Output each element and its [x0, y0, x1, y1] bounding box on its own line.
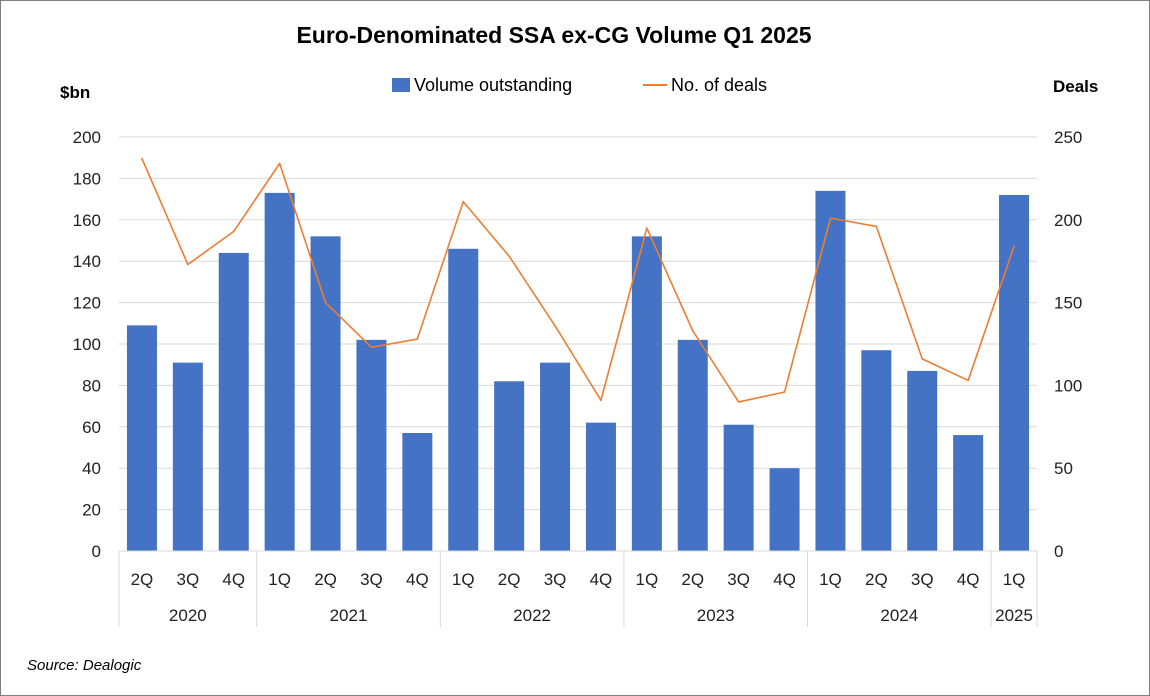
year-label: 2022 — [513, 606, 551, 625]
left-tick-label: 60 — [82, 418, 101, 437]
deals-point — [967, 379, 969, 382]
category-label: 4Q — [406, 570, 429, 589]
bar-series — [126, 190, 1030, 552]
right-tick-label: 100 — [1054, 376, 1082, 395]
deals-point — [1013, 245, 1015, 248]
bar — [540, 362, 571, 551]
bar — [126, 325, 157, 551]
bar — [999, 194, 1030, 551]
deals-point — [232, 230, 235, 233]
category-label: 3Q — [360, 570, 383, 589]
source-note: Source: Dealogic — [27, 657, 142, 674]
axes: 0 20 40 60 80 100 120 140 160 180 200 0 50 100 150 200 2… — [73, 128, 1082, 627]
category-label: 1Q — [819, 570, 842, 589]
bar — [815, 190, 846, 551]
category-label: 3Q — [911, 570, 934, 589]
deals-line — [141, 158, 1015, 403]
deals-point — [600, 399, 602, 402]
category-label: 2Q — [498, 570, 521, 589]
category-label: 2Q — [681, 570, 704, 589]
bar — [494, 381, 525, 551]
deals-point — [554, 324, 556, 327]
year-label: 2020 — [169, 606, 207, 625]
category-label: 1Q — [636, 570, 659, 589]
bar — [264, 192, 295, 551]
left-axis-title: $bn — [60, 83, 90, 102]
bar — [218, 252, 249, 552]
right-tick-label: 200 — [1054, 211, 1082, 230]
category-label: 2Q — [314, 570, 337, 589]
category-label: 2Q — [865, 570, 888, 589]
deals-point — [829, 217, 832, 219]
deals-point — [737, 401, 740, 403]
category-label: 4Q — [222, 570, 245, 589]
bar — [769, 468, 800, 551]
category-label: 3Q — [727, 570, 750, 589]
bar — [172, 362, 203, 551]
category-label: 4Q — [957, 570, 980, 589]
category-label: 2Q — [131, 570, 154, 589]
year-label: 2025 — [995, 606, 1033, 625]
deals-point — [462, 200, 465, 203]
deals-point — [187, 263, 189, 266]
left-tick-label: 160 — [73, 211, 101, 230]
deals-point — [324, 301, 327, 304]
left-tick-label: 80 — [82, 376, 101, 395]
bar — [677, 339, 708, 551]
left-tick-label: 120 — [73, 294, 101, 313]
right-tick-label: 50 — [1054, 459, 1073, 478]
bar — [723, 424, 754, 551]
category-label: 1Q — [268, 570, 291, 589]
gridlines — [119, 136, 1037, 511]
right-tick-label: 150 — [1054, 294, 1082, 313]
category-label: 3Q — [544, 570, 567, 589]
left-tick-label: 0 — [92, 542, 101, 561]
bar — [585, 422, 616, 551]
deals-point — [875, 225, 878, 228]
category-label: 3Q — [177, 570, 200, 589]
category-label: 4Q — [773, 570, 796, 589]
left-tick-label: 100 — [73, 335, 101, 354]
left-tick-label: 20 — [82, 501, 101, 520]
deals-point — [921, 358, 924, 360]
deals-point — [278, 162, 281, 165]
category-label: 1Q — [1003, 570, 1026, 589]
bar — [356, 339, 387, 551]
category-label: 1Q — [452, 570, 475, 589]
bar — [448, 248, 479, 551]
deals-point — [508, 255, 510, 258]
legend-line-label: No. of deals — [671, 75, 767, 95]
deals-point — [416, 338, 419, 340]
bar — [631, 236, 662, 552]
bar — [310, 236, 341, 552]
category-label: 4Q — [590, 570, 613, 589]
deals-point — [370, 346, 373, 349]
chart-title: Euro-Denominated SSA ex-CG Volume Q1 202… — [296, 22, 811, 48]
left-tick-label: 180 — [73, 169, 101, 188]
year-label: 2023 — [697, 606, 735, 625]
left-tick-label: 140 — [73, 252, 101, 271]
line-series — [141, 157, 1015, 403]
right-tick-label: 250 — [1054, 128, 1082, 147]
bar — [402, 433, 433, 551]
right-axis-title: Deals — [1053, 77, 1098, 96]
year-label: 2024 — [880, 606, 918, 625]
deals-point — [646, 227, 648, 229]
bar — [907, 370, 938, 551]
legend-bar-swatch — [392, 78, 410, 92]
deals-point — [691, 329, 694, 332]
left-tick-label: 40 — [82, 459, 101, 478]
deals-point — [783, 391, 786, 393]
legend-bar-label: Volume outstanding — [414, 75, 572, 95]
bar — [861, 350, 892, 551]
year-label: 2021 — [330, 606, 368, 625]
deals-point — [141, 157, 143, 160]
bar — [953, 435, 984, 551]
right-tick-label: 0 — [1054, 542, 1063, 561]
left-tick-label: 200 — [73, 128, 101, 147]
